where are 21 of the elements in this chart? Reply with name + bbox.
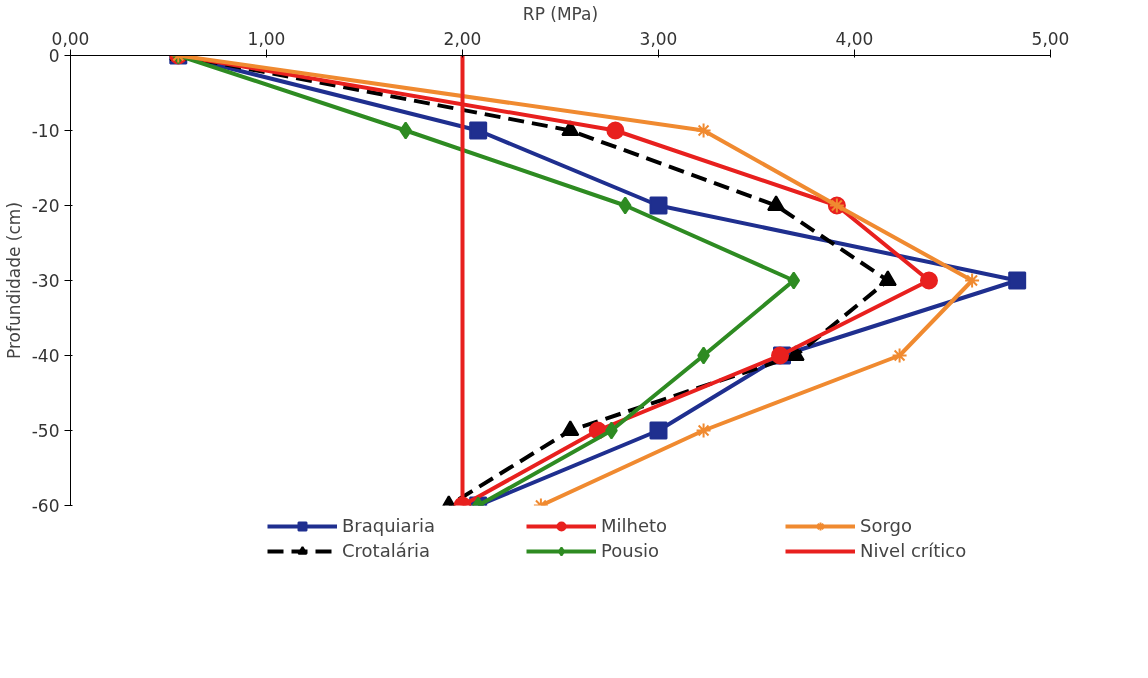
legend-label: Crotalária bbox=[342, 540, 432, 561]
x-tick-label: 1,00 bbox=[247, 28, 286, 49]
x-axis-title: RP (MPa) bbox=[522, 3, 599, 24]
x-tick-label: 4,00 bbox=[835, 28, 874, 49]
y-tick-label: -10 bbox=[31, 121, 60, 141]
legend-label: Nivel crítico bbox=[860, 540, 968, 561]
legend-label: Pousio bbox=[601, 540, 661, 561]
y-tick-label: -20 bbox=[31, 196, 60, 216]
x-tick-label: 5,00 bbox=[1031, 28, 1070, 49]
legend-label: Milheto bbox=[601, 515, 669, 536]
x-tick-label: 3,00 bbox=[639, 28, 678, 49]
x-tick-label: 2,00 bbox=[443, 28, 482, 49]
y-tick-label: 0 bbox=[48, 46, 60, 66]
y-tick-label: -50 bbox=[31, 421, 60, 441]
legend-label: Braquiaria bbox=[342, 515, 437, 536]
y-tick-label: -60 bbox=[31, 496, 60, 516]
x-tick-label: 0,00 bbox=[51, 28, 90, 49]
y-tick-label: -40 bbox=[31, 346, 60, 366]
legend-label: Sorgo bbox=[860, 515, 913, 536]
y-axis-title: Profundidade (cm) bbox=[3, 201, 24, 360]
y-tick-label: -30 bbox=[31, 271, 60, 291]
